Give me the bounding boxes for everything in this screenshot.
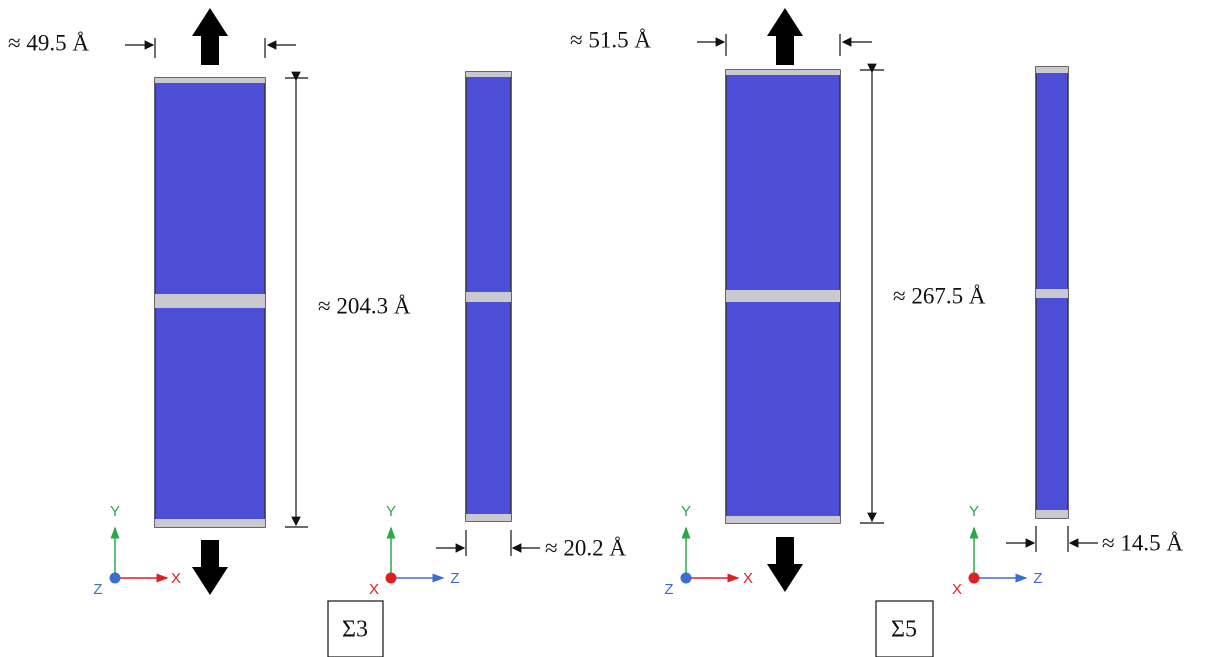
side-triad: Y Z X bbox=[369, 503, 460, 598]
front-triad: Y X Z bbox=[664, 503, 753, 598]
height-label: ≈ 204.3 Å bbox=[318, 293, 411, 318]
axis-origin bbox=[109, 572, 121, 584]
axis-label: Y bbox=[110, 503, 120, 520]
surface-band bbox=[466, 514, 511, 521]
axis-origin bbox=[968, 572, 980, 584]
label-box bbox=[327, 600, 384, 657]
axis-label: X bbox=[743, 570, 753, 587]
panel-sigma5: ≈ 51.5 Å ≈ 267.5 Å ≈ 14.5 Å Y X Z Y Z X … bbox=[570, 8, 1183, 657]
sigma-label: Σ5 bbox=[891, 617, 917, 643]
surface-band bbox=[726, 516, 840, 523]
axis-label: Y bbox=[681, 503, 691, 520]
thickness-label: ≈ 20.2 Å bbox=[545, 535, 626, 560]
front-triad: Y X Z bbox=[93, 503, 181, 598]
load-arrow-down bbox=[192, 540, 228, 595]
surface-band bbox=[726, 70, 840, 75]
axis-origin bbox=[385, 572, 397, 584]
load-arrow-up bbox=[767, 8, 803, 65]
axis-label: Z bbox=[93, 581, 102, 598]
surface-band bbox=[155, 519, 265, 527]
width-label: ≈ 51.5 Å bbox=[570, 27, 651, 52]
grain-boundary bbox=[155, 294, 265, 308]
panel-sigma3: ≈ 49.5 Å ≈ 204.3 Å ≈ 20.2 Å Y X Z Y Z X … bbox=[8, 8, 626, 657]
axis-label: Z bbox=[664, 581, 673, 598]
axis-label: Y bbox=[969, 503, 979, 520]
axis-label: Z bbox=[1033, 570, 1042, 587]
grain-boundary bbox=[466, 292, 511, 302]
axis-label: X bbox=[171, 570, 181, 587]
thickness-label: ≈ 14.5 Å bbox=[1102, 530, 1183, 555]
axis-label: Z bbox=[450, 570, 459, 587]
grain-boundary bbox=[1036, 289, 1068, 298]
load-arrow-down bbox=[767, 537, 803, 592]
surface-band bbox=[466, 72, 511, 77]
height-label: ≈ 267.5 Å bbox=[893, 283, 986, 308]
axis-label: X bbox=[369, 581, 379, 598]
grain-boundary bbox=[726, 290, 840, 302]
load-arrow-up bbox=[192, 8, 228, 65]
label-box bbox=[875, 600, 934, 657]
sigma-label: Σ3 bbox=[342, 617, 368, 643]
axis-label: Y bbox=[386, 503, 396, 520]
axis-origin bbox=[680, 572, 692, 584]
width-label: ≈ 49.5 Å bbox=[8, 30, 89, 55]
surface-band bbox=[1036, 510, 1068, 518]
surface-band bbox=[155, 78, 265, 83]
side-triad: Y Z X bbox=[952, 503, 1043, 598]
axis-label: X bbox=[952, 581, 962, 598]
surface-band bbox=[1036, 67, 1068, 73]
